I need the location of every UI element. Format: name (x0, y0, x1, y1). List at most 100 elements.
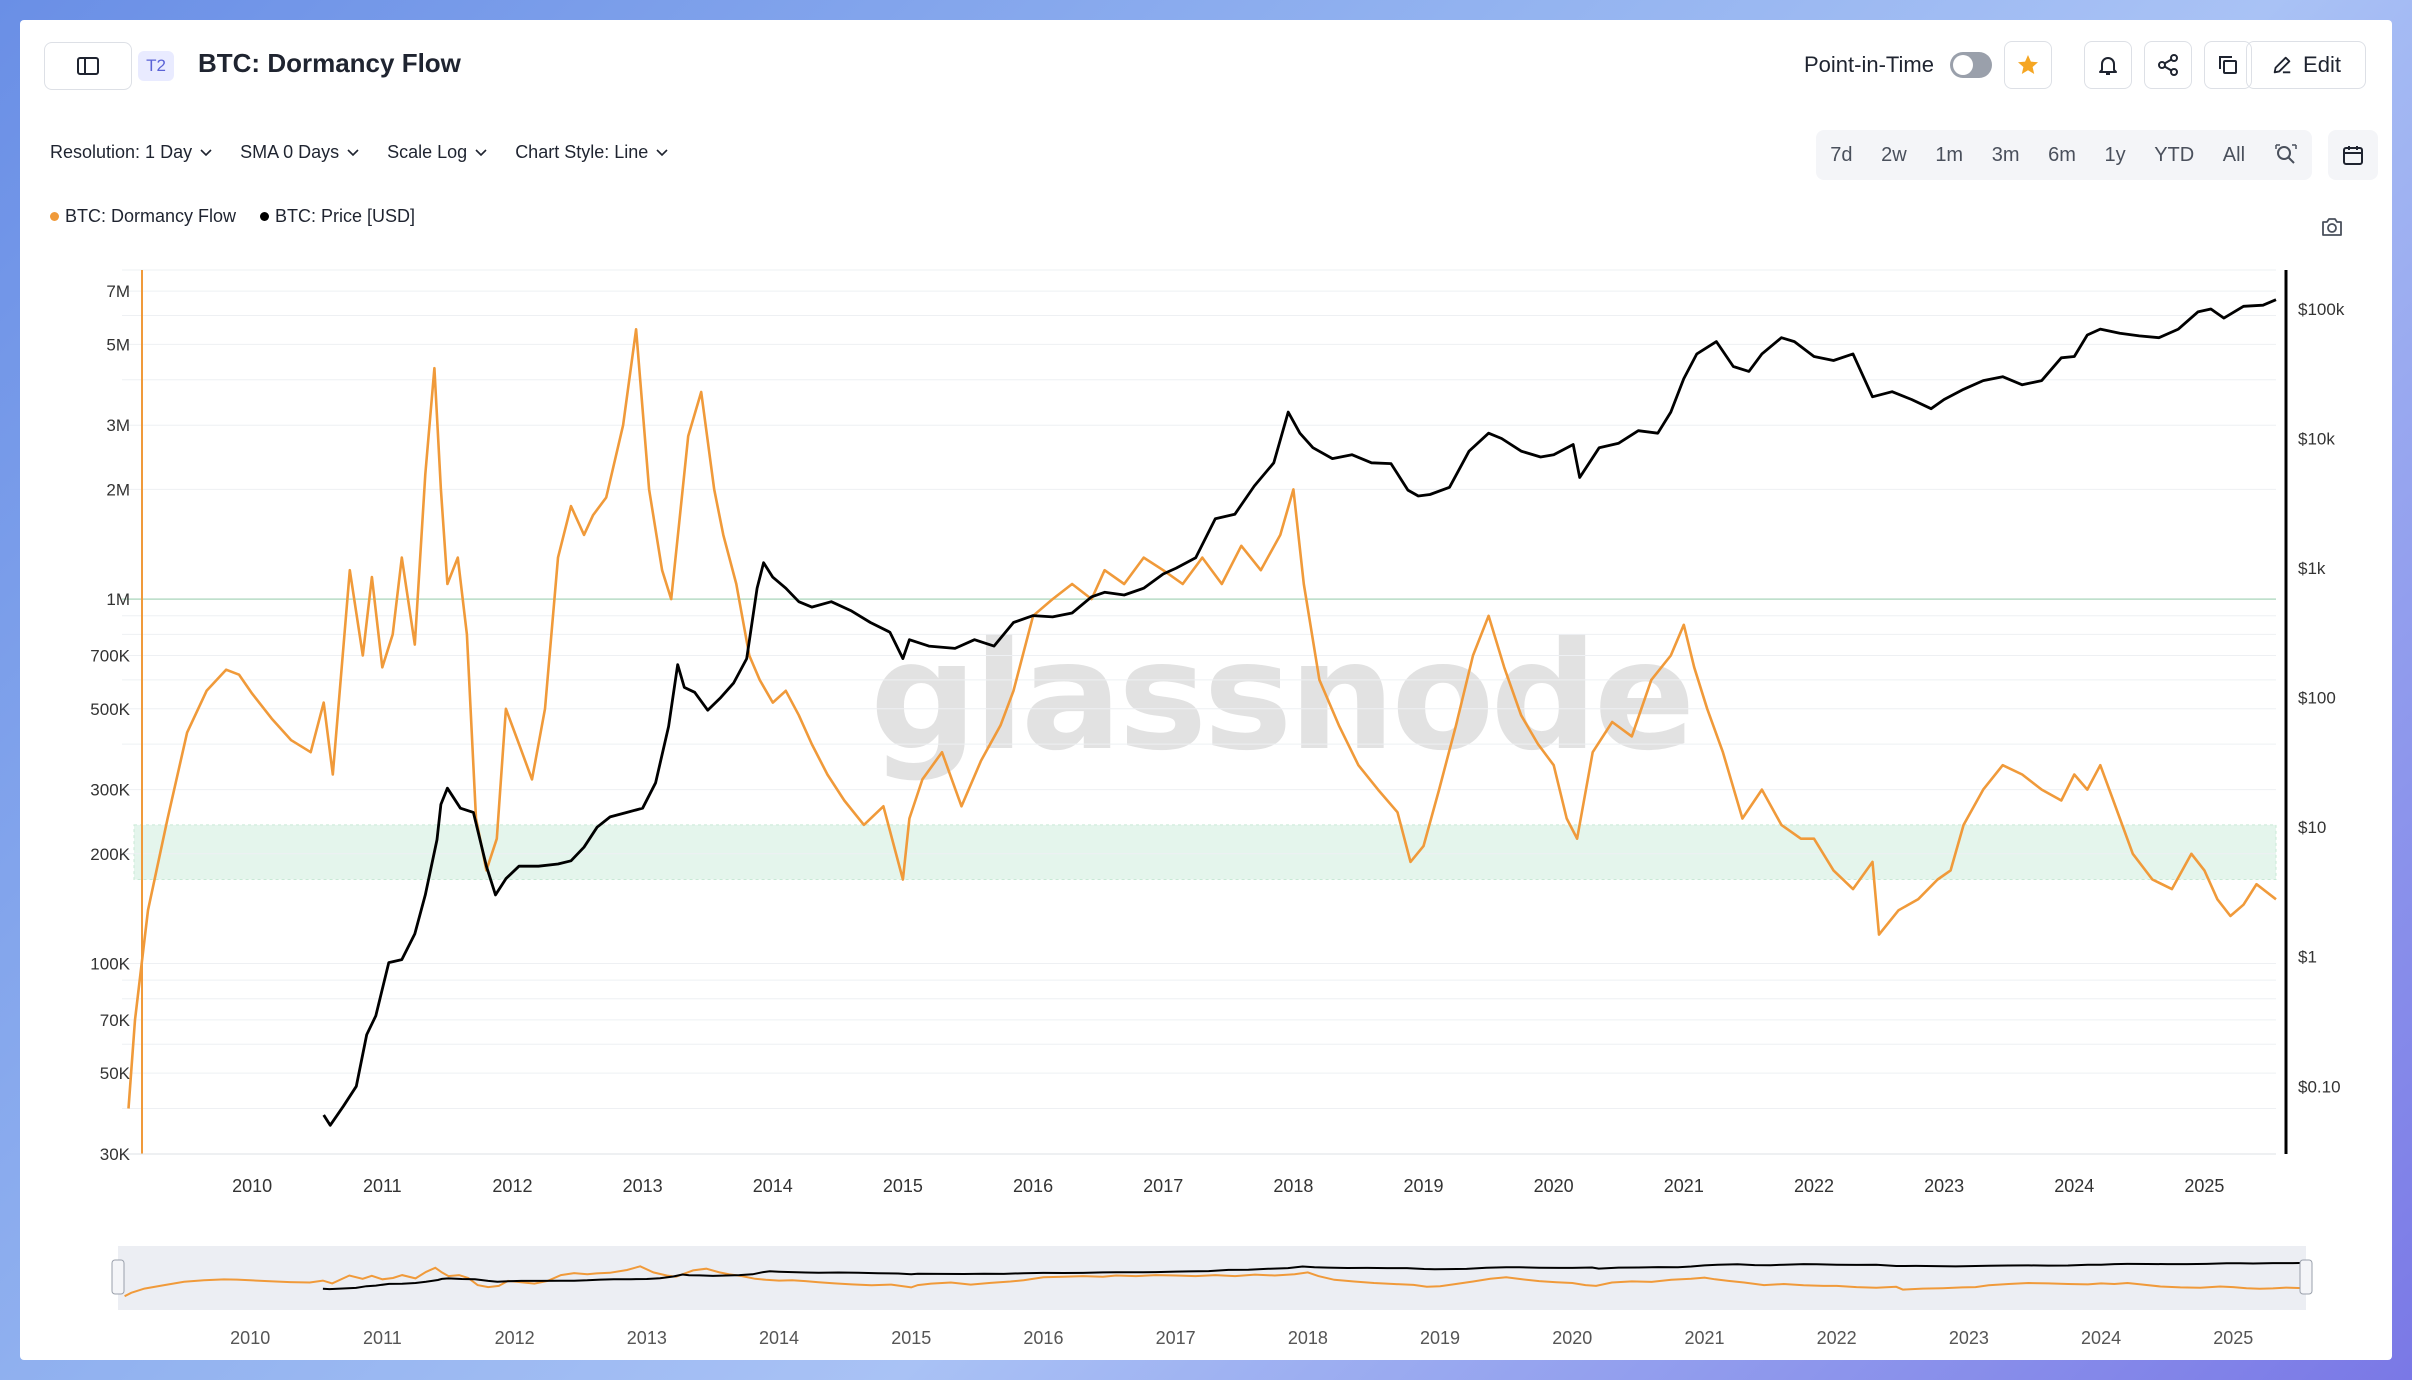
legend-item-price[interactable]: BTC: Price [USD] (260, 206, 415, 227)
edit-button[interactable]: Edit (2246, 41, 2366, 89)
navigator-line-dormancy (124, 1265, 2307, 1298)
legend-label-price: BTC: Price [USD] (275, 206, 416, 226)
x-tick-label: 2014 (753, 1176, 793, 1196)
navigator-track (118, 1246, 2306, 1310)
navigator-tick-label: 2012 (495, 1328, 535, 1348)
sidebar-toggle-button[interactable] (44, 42, 132, 90)
y-right-tick-label: $100k (2298, 300, 2345, 319)
y-right-tick-label: $10 (2298, 818, 2326, 837)
date-picker-button[interactable] (2328, 130, 2378, 180)
y-right-tick-label: $10k (2298, 430, 2335, 449)
legend-label-dormancy: BTC: Dormancy Flow (65, 206, 237, 226)
sma-label: SMA 0 Days (240, 142, 340, 162)
watermark: glassnode (870, 610, 1696, 784)
navigator-tick-label: 2017 (1156, 1328, 1196, 1348)
share-button[interactable] (2144, 41, 2192, 89)
camera-icon[interactable] (2320, 216, 2344, 238)
range-1y[interactable]: 1y (2104, 143, 2126, 166)
range-2w[interactable]: 2w (1881, 143, 1907, 166)
x-tick-label: 2024 (2054, 1176, 2094, 1196)
scale-label: Scale Log (387, 142, 468, 162)
y-left-tick-label: 200K (90, 845, 130, 864)
navigator-tick-label: 2024 (2081, 1328, 2121, 1348)
navigator-line-price (322, 1261, 2307, 1291)
range-all[interactable]: All (2222, 143, 2246, 166)
favorite-button[interactable] (2004, 41, 2052, 89)
navigator-tick-label: 2011 (363, 1328, 402, 1348)
navigator-tick-label: 2010 (230, 1328, 270, 1348)
chart-style-label: Chart Style: Line (515, 142, 649, 162)
navigator-tick-label: 2025 (2213, 1328, 2253, 1348)
chart-legend: BTC: Dormancy Flow BTC: Price [USD] (50, 206, 415, 227)
navigator-tick-label: 2016 (1023, 1328, 1063, 1348)
x-tick-label: 2011 (363, 1176, 402, 1196)
y-left-tick-label: 30K (100, 1145, 131, 1164)
y-left-tick-label: 300K (90, 781, 130, 800)
alert-button[interactable] (2084, 41, 2132, 89)
pencil-icon (2273, 56, 2291, 74)
y-left-tick-label: 50K (100, 1064, 131, 1083)
series-line-dormancy-flow (127, 328, 2277, 1109)
range-7d[interactable]: 7d (1830, 143, 1853, 166)
x-tick-label: 2013 (623, 1176, 663, 1196)
navigator-handle-left (111, 1259, 125, 1295)
chart-card: T2 BTC: Dormancy Flow Point-in-Time (20, 20, 2392, 1360)
chevron-down-icon (475, 148, 487, 156)
y-left-tick-label: 3M (106, 416, 130, 435)
x-tick-label: 2021 (1664, 1176, 1704, 1196)
x-tick-label: 2018 (1273, 1176, 1313, 1196)
star-icon (2018, 55, 2038, 74)
y-right-tick-label: $1 (2298, 948, 2317, 967)
x-tick-label: 2025 (2184, 1176, 2224, 1196)
chart-style-dropdown[interactable]: Chart Style: Line (515, 142, 668, 163)
x-tick-label: 2015 (883, 1176, 923, 1196)
range-3m[interactable]: 3m (1991, 143, 2020, 166)
tier-badge: T2 (138, 51, 174, 81)
zoom-icon[interactable] (2274, 143, 2298, 167)
bell-icon (2099, 57, 2117, 75)
chevron-down-icon (347, 148, 359, 156)
share-icon (2158, 54, 2178, 76)
page-title: BTC: Dormancy Flow (198, 48, 461, 78)
point-in-time-label: Point-in-Time (1804, 52, 1934, 77)
point-in-time-toggle[interactable] (1950, 52, 1992, 78)
y-left-tick-label: 7M (106, 282, 130, 301)
navigator-tick-label: 2022 (1817, 1328, 1857, 1348)
series-line-btc-price (322, 298, 2277, 1127)
legend-item-dormancy[interactable]: BTC: Dormancy Flow (50, 206, 236, 227)
navigator-tick-label: 2021 (1684, 1328, 1724, 1348)
range-selector: 7d 2w 1m 3m 6m 1y YTD All (1816, 130, 2312, 180)
copy-icon (2219, 56, 2237, 74)
legend-dot-price (260, 212, 270, 221)
navigator-handle-right (2299, 1259, 2313, 1295)
x-tick-label: 2016 (1013, 1176, 1053, 1196)
duplicate-button[interactable] (2204, 41, 2252, 89)
navigator-tick-label: 2023 (1949, 1328, 1989, 1348)
resolution-label: Resolution: 1 Day (50, 142, 193, 162)
navigator-tick-label: 2020 (1552, 1328, 1592, 1348)
y-left-tick-label: 1M (106, 590, 130, 609)
range-ytd[interactable]: YTD (2154, 143, 2195, 166)
y-left-tick-label: 2M (106, 480, 130, 499)
calendar-icon (2343, 146, 2363, 165)
edit-label: Edit (2303, 52, 2341, 77)
chart-controls: Resolution: 1 Day SMA 0 Days Scale Log C… (50, 142, 668, 163)
y-left-tick-label: 500K (90, 700, 130, 719)
chevron-down-icon (656, 148, 668, 156)
navigator-tick-label: 2019 (1420, 1328, 1460, 1348)
y-right-tick-label: $0.10 (2298, 1077, 2341, 1096)
resolution-dropdown[interactable]: Resolution: 1 Day (50, 142, 212, 163)
legend-dot-dormancy (50, 212, 59, 221)
y-right-tick-label: $100 (2298, 689, 2336, 708)
sma-dropdown[interactable]: SMA 0 Days (240, 142, 359, 163)
range-6m[interactable]: 6m (2048, 143, 2076, 166)
x-tick-label: 2010 (232, 1176, 272, 1196)
scale-dropdown[interactable]: Scale Log (387, 142, 487, 163)
navigator-tick-label: 2015 (891, 1328, 931, 1348)
chart-svg[interactable]: 7M 5M 3M 2M 1M 700K 500K 300K 200K 100K 70K 50K 30K $… (20, 20, 2392, 1360)
x-tick-label: 2019 (1403, 1176, 1443, 1196)
x-tick-label: 2020 (1534, 1176, 1574, 1196)
header: T2 BTC: Dormancy Flow Point-in-Time (20, 20, 2392, 120)
y-left-tick-label: 700K (90, 647, 130, 666)
range-1m[interactable]: 1m (1935, 143, 1964, 166)
